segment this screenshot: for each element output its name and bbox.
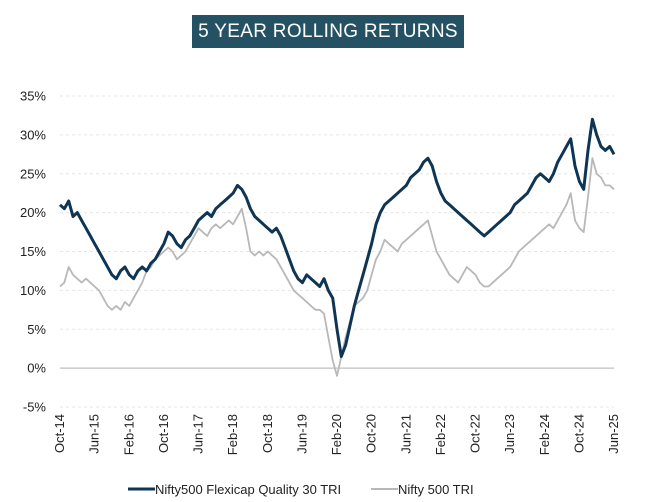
y-tick-label: 20% [20,205,46,220]
y-tick-label: 5% [27,322,46,337]
x-tick-label: Jun-19 [294,414,309,454]
y-tick-label: 0% [27,361,46,376]
y-tick-label: 10% [20,283,46,298]
legend: Nifty500 Flexicap Quality 30 TRI Nifty 50… [128,482,474,497]
x-tick-label: Feb-16 [121,414,136,455]
x-tick-label: Jun-23 [502,414,517,454]
series-line-flexicap-quality-30 [58,117,616,358]
x-tick-label: Oct-18 [260,414,275,453]
chart-title: 5 YEAR ROLLING RETURNS [192,15,464,48]
y-tick-label: 25% [20,166,46,181]
x-tick-label: Oct-14 [52,414,67,453]
gridlines [60,95,614,408]
x-tick-label: Jun-17 [191,414,206,454]
x-tick-label: Oct-16 [156,414,171,453]
y-tick-label: -5% [23,400,47,415]
x-axis: Oct-14 Jun-15 Feb-16 Oct-16 Jun-17 Feb-18 Oct-… [52,367,621,455]
y-axis: -5% 0% 5% 10% 15% 20% 25% 30% 35% [20,89,46,415]
legend-label: Nifty 500 TRI [398,482,474,497]
x-tick-label: Feb-20 [329,414,344,455]
y-tick-label: 15% [20,244,46,259]
series-group [58,117,616,377]
x-tick-label: Feb-24 [537,414,552,455]
y-tick-label: 35% [20,89,46,104]
y-tick-label: 30% [20,127,46,142]
x-tick-label: Jun-21 [398,414,413,454]
legend-label: Nifty500 Flexicap Quality 30 TRI [155,482,341,497]
x-tick-label: Oct-22 [468,414,483,453]
x-tick-label: Feb-22 [433,414,448,455]
x-tick-label: Jun-25 [606,414,621,454]
x-tick-label: Oct-20 [364,414,379,453]
x-tick-label: Feb-18 [225,414,240,455]
x-tick-label: Jun-15 [87,414,102,454]
x-tick-label: Oct-24 [571,414,586,453]
